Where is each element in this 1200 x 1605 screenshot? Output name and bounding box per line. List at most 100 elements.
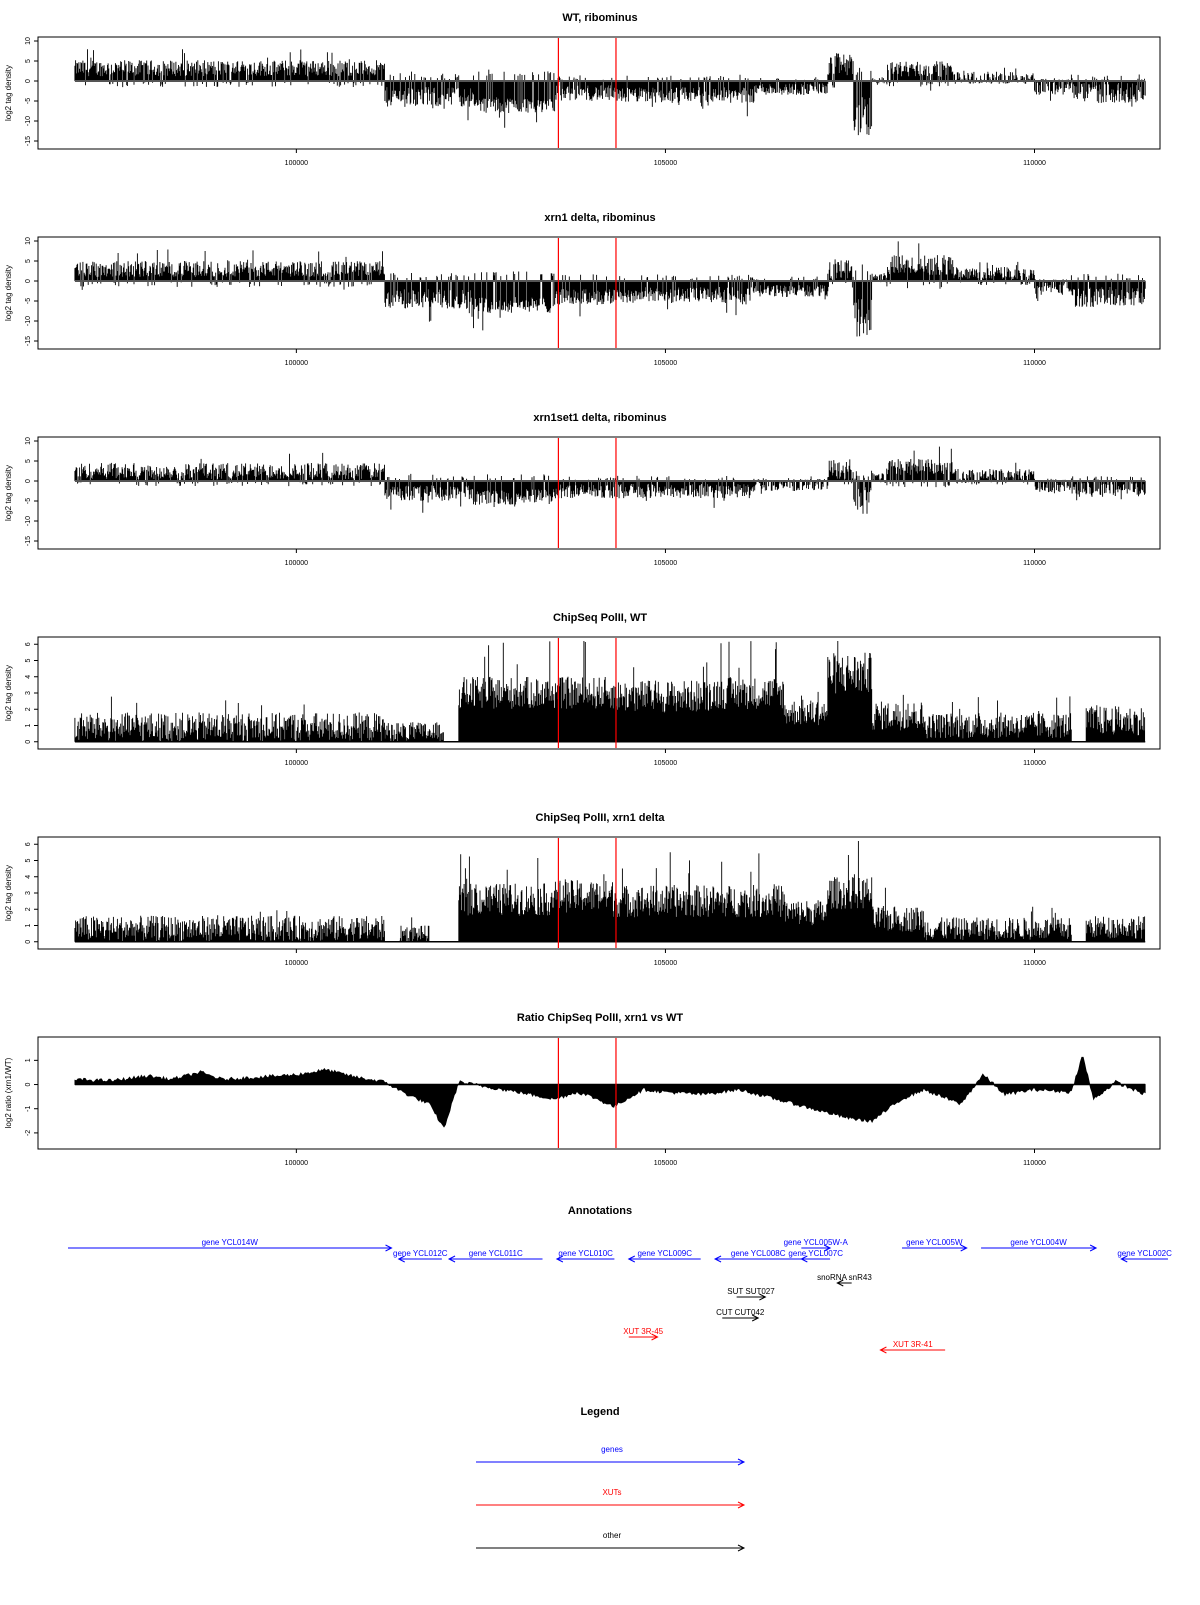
feature-gene: gene YCL002C (1117, 1249, 1172, 1263)
legend-item-label: XUTs (602, 1488, 621, 1497)
plot-frame (37, 436, 1161, 550)
feature-arrow (901, 1244, 968, 1252)
legend-panel: Legend genes XUTs other (476, 1406, 746, 1552)
x-tick-label: 100000 (285, 960, 308, 967)
legend-arrow (476, 1501, 746, 1509)
arrow-head (759, 1293, 767, 1301)
track-data (74, 49, 1146, 136)
x-tick-label: 110000 (1023, 760, 1046, 767)
feature-arrow (836, 1279, 852, 1287)
feature-label: gene YCL004W (1010, 1238, 1067, 1247)
arrow-head (879, 1346, 887, 1354)
plot-frame (37, 236, 1161, 350)
y-tick-label: -15 (25, 336, 32, 346)
y-tick-label: -10 (25, 516, 32, 526)
arrow-head (555, 1255, 564, 1263)
x-tick-label: 110000 (1023, 160, 1046, 167)
arrow-head (836, 1279, 844, 1287)
x-tick-label: 105000 (654, 960, 677, 967)
x-tick-label: 105000 (654, 760, 677, 767)
feature-label: XUT 3R-41 (893, 1340, 933, 1349)
y-tick-label: 5 (25, 459, 32, 463)
y-tick-label: 10 (25, 237, 32, 245)
feature-gene: gene YCL008C (713, 1249, 802, 1263)
feature-arrow (628, 1333, 659, 1341)
signal-bars (74, 841, 1146, 942)
arrow-head (737, 1501, 746, 1509)
feature-arrow (397, 1255, 442, 1263)
y-tick-label: 2 (25, 907, 32, 911)
legend-arrow (476, 1544, 746, 1552)
x-tick-label: 105000 (654, 1160, 677, 1167)
arrow-head (397, 1255, 405, 1263)
legend-title: Legend (580, 1406, 619, 1418)
arrow-head (800, 1255, 808, 1263)
ratio-area (74, 1056, 1146, 1128)
y-tick-label: 0 (25, 1082, 32, 1086)
arrow-head (385, 1244, 393, 1252)
y-tick-label: 1 (25, 1058, 32, 1062)
feature-other: snoRNA snR43 (817, 1273, 872, 1287)
feature-arrow (1120, 1255, 1168, 1263)
feature-label: CUT CUT042 (716, 1308, 765, 1317)
y-tick-label: 5 (25, 59, 32, 63)
x-tick-label: 100000 (285, 760, 308, 767)
feature-gene: gene YCL010C (555, 1249, 615, 1263)
y-tick-label: -10 (25, 116, 32, 126)
feature-arrow (981, 1244, 1098, 1252)
annotations-panel: Annotations gene YCL014W gene YCL012C gene … (68, 1205, 1172, 1354)
y-tick-label: -2 (25, 1130, 32, 1136)
signal-bars (74, 641, 1146, 742)
feature-gene: gene YCL011C (447, 1249, 543, 1263)
arrow-head (651, 1333, 659, 1341)
x-tick-label: 110000 (1023, 1160, 1046, 1167)
plot-frame (37, 1036, 1161, 1150)
track-data (74, 1056, 1146, 1128)
legend-item: XUTs (476, 1488, 746, 1509)
feature-label: XUT 3R-45 (623, 1327, 663, 1336)
y-tick-label: -5 (25, 298, 32, 304)
feature-arrow (800, 1255, 831, 1263)
feature-label: gene YCL002C (1117, 1249, 1172, 1258)
y-tick-label: 10 (25, 437, 32, 445)
y-tick-label: 1 (25, 923, 32, 927)
y-tick-label: 5 (25, 259, 32, 263)
feature-label: gene YCL011C (469, 1249, 523, 1258)
feature-label: gene YCL005W (906, 1238, 963, 1247)
track-panel-3: xrn1set1 delta, ribominus log2 tag densit… (4, 412, 1161, 567)
feature-label: gene YCL014W (202, 1238, 259, 1247)
x-tick-label: 105000 (654, 560, 677, 567)
arrow-head (960, 1244, 968, 1252)
y-tick-label: 5 (25, 658, 32, 662)
feature-label: gene YCL010C (558, 1249, 613, 1258)
x-tick-label: 110000 (1023, 360, 1046, 367)
feature-gene: gene YCL004W (981, 1238, 1098, 1252)
x-tick-label: 100000 (285, 560, 308, 567)
feature-arrow (447, 1255, 543, 1263)
y-tick-label: 0 (25, 940, 32, 944)
feature-arrow (627, 1255, 701, 1263)
x-tick-label: 105000 (654, 160, 677, 167)
legend-item: other (476, 1531, 746, 1552)
legend-item: genes (476, 1445, 746, 1466)
y-axis-label: log2 tag density (4, 865, 13, 921)
feature-arrow (713, 1255, 802, 1263)
feature-arrow (722, 1314, 760, 1322)
legend-arrow (476, 1458, 746, 1466)
x-tick-label: 110000 (1023, 960, 1046, 967)
arrow-head (447, 1255, 456, 1263)
y-tick-label: 0 (25, 740, 32, 744)
y-tick-label: -5 (25, 498, 32, 504)
feature-label: gene YCL005W-A (784, 1238, 849, 1247)
y-axis-label: log2 ratio (xrn1/WT) (4, 1057, 13, 1128)
feature-gene: gene YCL009C (627, 1249, 701, 1263)
y-tick-label: -10 (25, 316, 32, 326)
y-tick-label: 10 (25, 37, 32, 45)
feature-label: gene YCL007C (788, 1249, 843, 1258)
feature-arrow (555, 1255, 615, 1263)
track-title: xrn1set1 delta, ribominus (533, 412, 666, 424)
track-panel-4: ChipSeq PolII, WT log2 tag density 0 1 2 3 4 5 6… (4, 612, 1161, 767)
x-tick-label: 110000 (1023, 560, 1046, 567)
track-panel-6: Ratio ChipSeq PolII, xrn1 vs WT log2 rati… (4, 1012, 1161, 1167)
